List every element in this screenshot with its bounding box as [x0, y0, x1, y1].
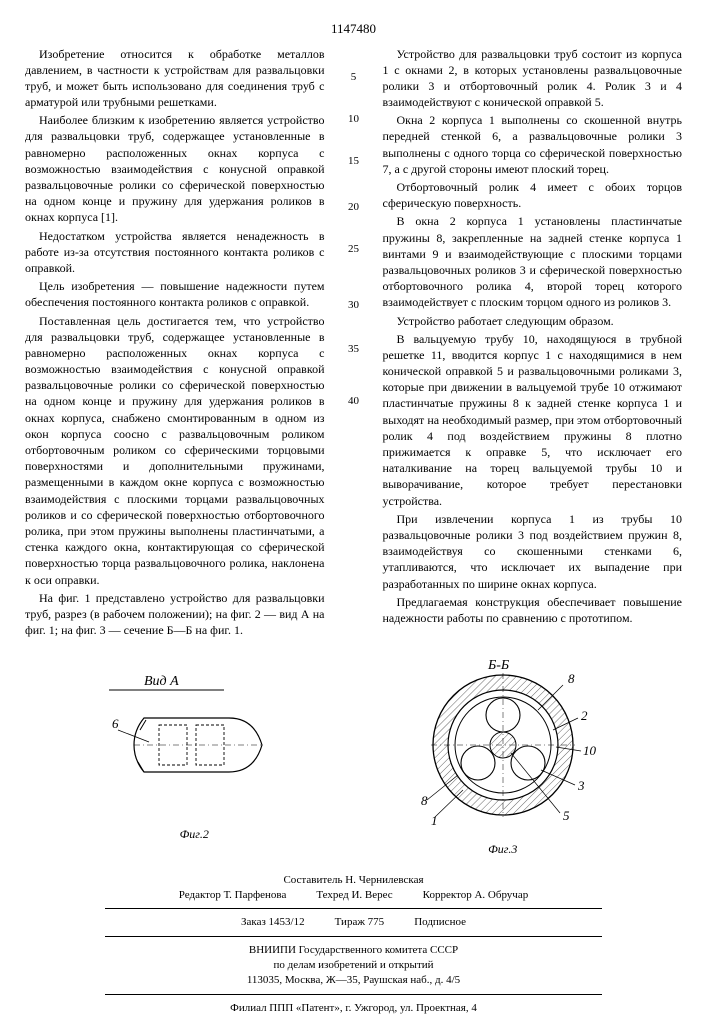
para: В окна 2 корпуса 1 установлены пластинча… — [383, 213, 683, 310]
text-columns: Изобретение относится к обработке металл… — [25, 46, 682, 641]
para: Недостатком устройства является ненадежн… — [25, 228, 325, 277]
figure-2: Вид А 6 Фиг.2 — [104, 670, 284, 842]
corrector: Корректор А. Обручар — [423, 888, 529, 903]
para: Поставленная цель достигается тем, что у… — [25, 313, 325, 588]
fig3-ref-8b: 8 — [421, 793, 428, 808]
para: Устройство работает следующим образом. — [383, 313, 683, 329]
fig2-view-label: Вид А — [144, 674, 179, 689]
line-number: 25 — [345, 242, 363, 257]
para: На фиг. 1 представлено устройство для ра… — [25, 590, 325, 639]
fig3-ref-3: 3 — [577, 778, 585, 793]
fig3-section-label: Б-Б — [487, 658, 509, 673]
right-column: Устройство для развальцовки труб состоит… — [383, 46, 683, 641]
line-number: 35 — [345, 342, 363, 357]
fig3-ref-8: 8 — [568, 671, 575, 686]
fig2-caption: Фиг.2 — [104, 826, 284, 842]
fig3-svg: Б-Б 8 2 10 3 — [403, 655, 603, 835]
compiler: Составитель Н. Чернилевская — [25, 873, 682, 888]
line-numbers: 5 10 15 20 25 30 35 40 — [345, 46, 363, 426]
line-number: 30 — [345, 298, 363, 313]
tech-editor: Техред И. Верес — [316, 888, 392, 903]
printer-line: Филиал ППП «Патент», г. Ужгород, ул. Про… — [25, 1001, 682, 1016]
para: Предлагаемая конструкция обеспечивает по… — [383, 594, 683, 626]
credits-block: Составитель Н. Чернилевская Редактор Т. … — [25, 873, 682, 1016]
org-line: ВНИИПИ Государственного комитета СССР — [25, 943, 682, 958]
divider-line — [105, 936, 602, 937]
para: При извлечении корпуса 1 из трубы 10 раз… — [383, 511, 683, 592]
figures-row: Вид А 6 Фиг.2 Б-Б — [25, 655, 682, 857]
para: В вальцуемую трубу 10, находящуюся в тру… — [383, 331, 683, 509]
fig2-ref-6: 6 — [112, 716, 119, 731]
para: Отбортовочный ролик 4 имеет с обоих торц… — [383, 179, 683, 211]
divider-line — [105, 908, 602, 909]
line-number: 5 — [345, 70, 363, 85]
para: Наиболее близким к изобретению является … — [25, 112, 325, 225]
fig2-svg: Вид А 6 — [104, 670, 284, 820]
fig3-ref-5: 5 — [563, 808, 570, 823]
para: Цель изобретения — повышение надежности … — [25, 278, 325, 310]
line-number: 40 — [345, 394, 363, 409]
org-line: по делам изобретений и открытий — [25, 958, 682, 973]
tirage: Тираж 775 — [335, 915, 385, 930]
fig3-caption: Фиг.3 — [403, 841, 603, 857]
org-block: ВНИИПИ Государственного комитета СССР по… — [25, 943, 682, 988]
fig3-ref-10: 10 — [583, 743, 597, 758]
line-number: 15 — [345, 154, 363, 169]
editor: Редактор Т. Парфенова — [179, 888, 287, 903]
org-line: 113035, Москва, Ж—35, Раушская наб., д. … — [25, 973, 682, 988]
left-column: Изобретение относится к обработке металл… — [25, 46, 325, 641]
line-number: 20 — [345, 200, 363, 215]
para: Изобретение относится к обработке металл… — [25, 46, 325, 111]
para: Окна 2 корпуса 1 выполнены со скошенной … — [383, 112, 683, 177]
document-number: 1147480 — [25, 20, 682, 38]
para: Устройство для развальцовки труб состоит… — [383, 46, 683, 111]
fig3-ref-2: 2 — [581, 708, 588, 723]
divider-line — [105, 994, 602, 995]
subscription: Подписное — [414, 915, 466, 930]
figure-3: Б-Б 8 2 10 3 — [403, 655, 603, 857]
line-number: 10 — [345, 112, 363, 127]
order-number: Заказ 1453/12 — [241, 915, 305, 930]
